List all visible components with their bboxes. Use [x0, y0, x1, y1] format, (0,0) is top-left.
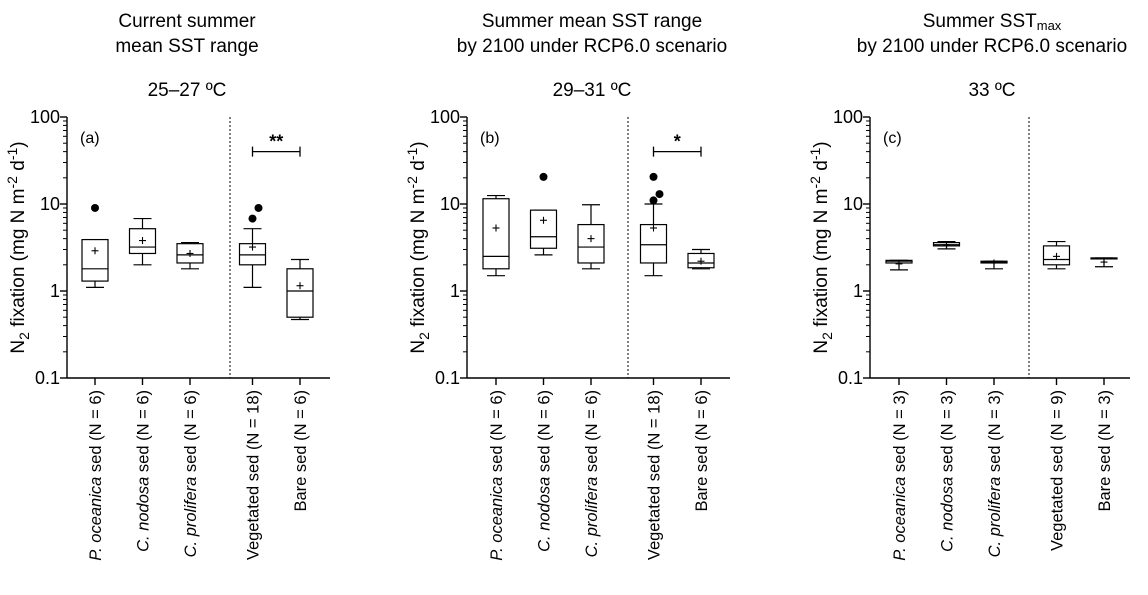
panel-title-line: by 2100 under RCP6.0 scenario — [457, 36, 727, 57]
category-label: Bare sed (N = 6) — [693, 390, 711, 512]
category-label: P. oceanica sed (N = 3) — [891, 390, 909, 561]
category-label: C. nodosa sed (N = 3) — [939, 390, 957, 552]
box-1 — [81, 203, 109, 288]
iqr-box — [577, 223, 605, 264]
box-1 — [482, 194, 510, 277]
category-label: Vegetated sed (N = 9) — [1049, 390, 1067, 551]
temperature-label: 25–27 ºC — [148, 80, 227, 101]
panel-3: Summer SSTmax by 2100 under RCP6.0 scenar… — [807, 11, 1130, 561]
iqr-box — [482, 198, 510, 270]
outlier-point — [248, 214, 257, 223]
iqr-box — [286, 268, 314, 318]
y-tick-label: 10 — [440, 194, 460, 214]
outlier-point — [254, 203, 263, 212]
iqr-box — [529, 209, 558, 249]
panel-label: (c) — [883, 130, 902, 147]
y-axis-label: N2 fixation (mg N m-2 d-1) — [807, 141, 835, 353]
box-4 — [639, 172, 668, 277]
y-tick-label: 1 — [853, 281, 863, 301]
y-tick-label: 1 — [450, 281, 460, 301]
panel-title-line: by 2100 under RCP6.0 scenario — [857, 36, 1127, 57]
y-tick-label: 0.1 — [838, 368, 863, 388]
category-label: C. prolifera sed (N = 6) — [583, 390, 601, 557]
category-label: Vegetated sed (N = 18) — [245, 390, 263, 560]
outlier-point — [539, 172, 548, 181]
y-axis-label: N2 fixation (mg N m-2 d-1) — [4, 141, 32, 353]
significance-label: * — [674, 132, 681, 152]
panel-2: Summer mean SST range by 2100 under RCP6.… — [404, 11, 730, 561]
y-tick-label: 0.1 — [35, 368, 60, 388]
outlier-point — [649, 172, 658, 181]
box-5 — [1090, 257, 1118, 268]
y-tick-label: 10 — [40, 194, 60, 214]
panel-title-line: Current summer — [118, 11, 256, 32]
iqr-box — [81, 238, 109, 282]
significance-label: ** — [269, 132, 283, 152]
y-tick-label: 100 — [30, 107, 60, 127]
panel-title-line: mean SST range — [115, 36, 258, 57]
panel-label: (b) — [480, 130, 500, 147]
y-tick-label: 1 — [50, 281, 60, 301]
box-5 — [687, 248, 715, 270]
category-label: P. oceanica sed (N = 6) — [488, 390, 506, 561]
panel-1: Current summer mean SST range 25–27 ºC 0.1 1… — [4, 11, 330, 561]
box-1 — [885, 259, 913, 271]
y-tick-label: 10 — [843, 194, 863, 214]
box-4 — [1042, 240, 1071, 270]
category-label: C. prolifera sed (N = 6) — [182, 390, 200, 557]
category-label: C. nodosa sed (N = 6) — [536, 390, 554, 552]
y-axis-label: N2 fixation (mg N m-2 d-1) — [404, 141, 432, 353]
box-3 — [176, 242, 204, 270]
outlier-point — [655, 190, 664, 199]
box-5 — [286, 258, 314, 321]
category-label: P. oceanica sed (N = 6) — [87, 390, 105, 561]
y-tick-label: 0.1 — [435, 368, 460, 388]
category-label: C. nodosa sed (N = 6) — [135, 390, 153, 552]
temperature-label: 29–31 ºC — [553, 80, 632, 101]
box-4 — [238, 203, 267, 288]
y-tick-label: 100 — [833, 107, 863, 127]
outlier-point — [91, 203, 99, 212]
panel-title-line: Summer mean SST range — [482, 11, 702, 32]
y-tick-label: 100 — [430, 107, 460, 127]
panel-label: (a) — [80, 130, 100, 147]
category-label: C. prolifera sed (N = 3) — [986, 390, 1004, 557]
category-label: Bare sed (N = 3) — [1096, 390, 1114, 512]
category-label: Bare sed (N = 6) — [292, 390, 310, 512]
box-2 — [529, 172, 558, 256]
temperature-label: 33 ºC — [968, 80, 1015, 101]
box-3 — [577, 204, 605, 270]
box-2 — [128, 217, 157, 266]
box-2 — [932, 240, 961, 250]
outlier-point — [649, 196, 658, 205]
category-label: Vegetated sed (N = 18) — [646, 390, 664, 560]
box-3 — [980, 259, 1008, 270]
panel-title-line: Summer SSTmax — [923, 11, 1062, 33]
